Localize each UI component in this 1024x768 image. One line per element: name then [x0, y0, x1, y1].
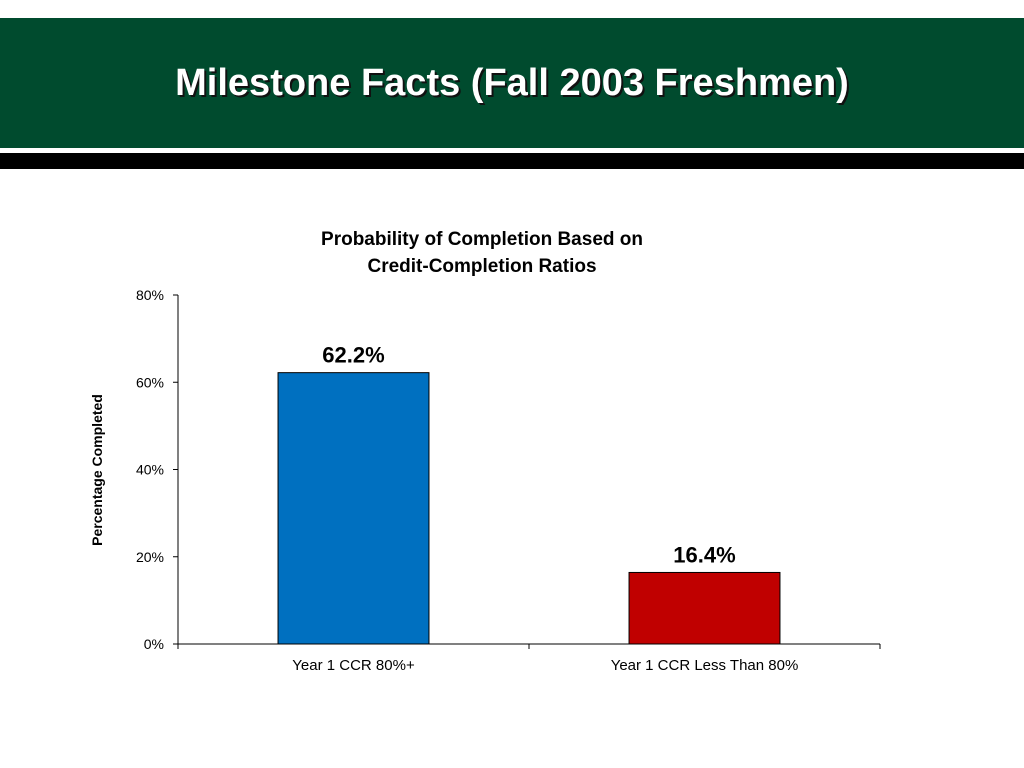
bar-data-label: 62.2% [322, 343, 384, 368]
y-tick-label: 20% [136, 549, 164, 565]
x-category-label: Year 1 CCR Less Than 80% [611, 657, 799, 674]
y-tick-label: 60% [136, 374, 164, 390]
chart-title-line-1: Probability of Completion Based on [321, 229, 643, 250]
chart-title-line-2: Credit-Completion Ratios [367, 256, 596, 277]
y-tick-label: 80% [136, 287, 164, 303]
chart-bars: 62.2% Year 1 CCR 80%+ 16.4% Year 1 CCR Less… [277, 343, 799, 674]
y-tick-label: 0% [144, 636, 164, 652]
bar [277, 372, 430, 645]
bar [628, 571, 781, 645]
x-category-label: Year 1 CCR 80%+ [292, 657, 415, 674]
slide-title: Milestone Facts (Fall 2003 Freshmen) [175, 62, 849, 104]
header-rule [0, 153, 1024, 169]
bar-data-label: 16.4% [673, 542, 735, 567]
y-axis-title: Percentage Completed [89, 394, 105, 546]
header-band: Milestone Facts (Fall 2003 Freshmen) [0, 18, 1024, 148]
y-tick-label: 40% [136, 462, 164, 478]
